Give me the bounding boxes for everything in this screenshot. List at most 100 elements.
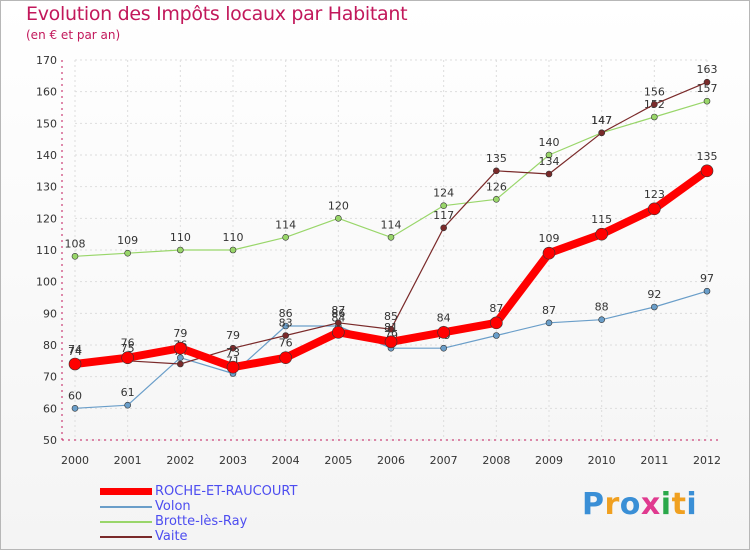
data-point [703, 287, 711, 295]
data-point [440, 224, 447, 232]
data-label: 108 [65, 237, 86, 250]
data-point [229, 344, 237, 352]
data-label: 135 [486, 152, 507, 165]
y-tick-label: 100 [36, 276, 57, 289]
data-point [174, 341, 187, 355]
data-point [595, 227, 608, 241]
brand-letter: i [686, 487, 698, 522]
data-point [226, 360, 240, 374]
data-point [542, 246, 556, 260]
data-label: 85 [384, 310, 398, 323]
data-point [651, 101, 658, 108]
brand-letter: i [660, 487, 672, 522]
data-label: 87 [331, 304, 345, 317]
data-point [177, 246, 184, 254]
legend-label-roche: ROCHE-ET-RAUCOURT [155, 484, 298, 499]
data-label: 115 [591, 213, 612, 226]
y-tick-label: 110 [36, 244, 57, 257]
x-tick-label: 2002 [166, 454, 194, 467]
data-label: 92 [647, 288, 661, 301]
legend-label-brotte: Brotte-lès-Ray [155, 514, 248, 529]
legend-swatch-brotte [100, 521, 152, 523]
data-label: 156 [644, 85, 665, 98]
data-point [177, 360, 184, 368]
data-point [124, 249, 131, 257]
data-label: 134 [539, 155, 560, 168]
data-point [437, 326, 450, 339]
y-tick-label: 130 [36, 181, 57, 194]
data-point [651, 303, 658, 311]
data-point [598, 129, 605, 137]
data-point [493, 167, 500, 175]
data-label: 83 [279, 317, 293, 330]
data-point [279, 351, 292, 364]
data-label: 84 [331, 311, 345, 324]
data-point [545, 170, 553, 178]
legend-swatch-vaite [100, 536, 152, 538]
x-tick-label: 2008 [482, 454, 510, 467]
data-point [703, 78, 711, 86]
legend-label-vaite: Vaite [155, 529, 188, 544]
data-label: 114 [381, 218, 402, 231]
data-label: 79 [226, 329, 240, 342]
data-label: 75 [121, 342, 135, 355]
y-tick-label: 80 [43, 339, 57, 352]
data-label: 87 [489, 302, 503, 315]
legend-swatch-roche [100, 488, 152, 495]
data-point [177, 354, 184, 361]
data-point [282, 234, 289, 241]
data-point [700, 164, 714, 178]
chart-subtitle: (en € et par an) [26, 28, 121, 42]
data-point [440, 344, 447, 352]
x-tick-label: 2003 [219, 454, 247, 467]
data-point [68, 357, 82, 371]
brand-letter: o [619, 487, 641, 522]
data-point [493, 196, 500, 203]
data-label: 117 [433, 209, 454, 222]
data-point [545, 319, 553, 327]
data-point [335, 319, 342, 327]
data-label: 135 [697, 150, 718, 163]
legend-label-volon: Volon [155, 499, 191, 514]
y-tick-label: 50 [43, 434, 57, 447]
y-tick-label: 120 [36, 212, 57, 225]
data-label: 61 [121, 386, 135, 399]
data-point [121, 351, 134, 364]
data-point [384, 335, 398, 349]
data-label: 163 [697, 63, 718, 76]
data-label: 97 [700, 272, 714, 285]
data-label: 157 [697, 82, 718, 95]
data-label: 109 [117, 234, 138, 247]
x-tick-label: 2006 [377, 454, 405, 467]
data-point [282, 322, 289, 330]
brand-letter: t [671, 487, 687, 522]
data-point [490, 316, 503, 330]
data-label: 76 [279, 337, 293, 350]
data-label: 140 [539, 136, 560, 149]
x-tick-label: 2010 [588, 454, 616, 467]
data-point [648, 202, 661, 216]
data-label: 81 [384, 321, 398, 334]
x-tick-label: 2012 [693, 454, 721, 467]
data-point [598, 316, 605, 323]
brand-letter: r [604, 487, 620, 522]
x-tick-label: 2009 [535, 454, 563, 467]
data-point [71, 253, 79, 260]
y-tick-label: 160 [36, 86, 57, 99]
data-label: 79 [173, 327, 187, 340]
data-label: 76 [121, 337, 135, 350]
data-point [387, 234, 395, 241]
data-point [71, 405, 79, 412]
data-label: 84 [437, 311, 451, 324]
data-label: 109 [539, 232, 560, 245]
data-label: 74 [68, 343, 82, 356]
data-label: 147 [591, 114, 612, 127]
data-label: 124 [433, 187, 454, 200]
data-point [124, 401, 131, 409]
x-tick-label: 2007 [430, 454, 458, 467]
data-label: 110 [223, 231, 244, 244]
data-label: 123 [644, 188, 665, 201]
y-tick-label: 60 [43, 402, 57, 415]
data-point [332, 326, 345, 339]
